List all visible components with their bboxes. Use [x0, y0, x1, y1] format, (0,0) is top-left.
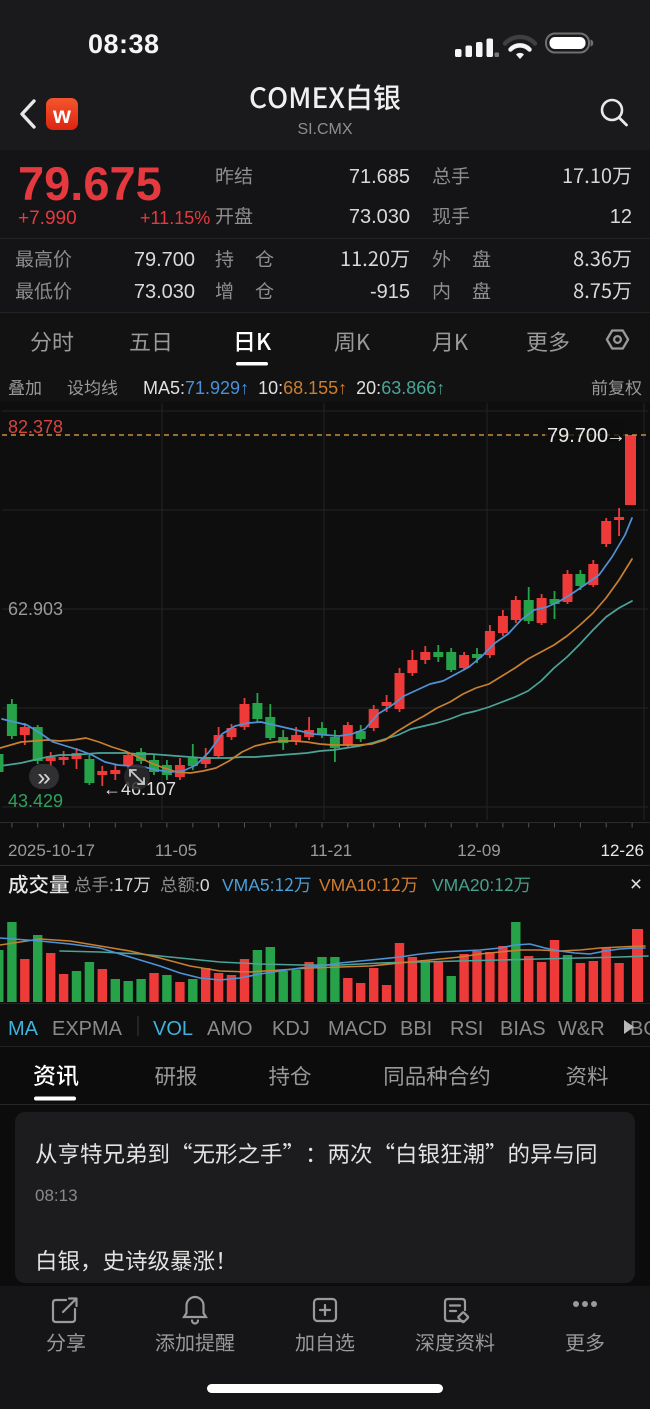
svg-text:VMA20:: VMA20:	[432, 875, 494, 895]
svg-text:08:38: 08:38	[88, 29, 160, 59]
svg-text:↑: ↑	[338, 378, 347, 398]
svg-text:MA: MA	[8, 1018, 39, 1040]
svg-text:12-26: 12-26	[601, 841, 644, 860]
svg-text:+11.15%: +11.15%	[140, 208, 210, 228]
svg-text:71.685: 71.685	[349, 166, 410, 188]
svg-text:↑: ↑	[436, 378, 445, 398]
svg-text:AMO: AMO	[207, 1018, 253, 1040]
svg-text:20:: 20:	[356, 378, 381, 398]
svg-text:BBI: BBI	[400, 1018, 432, 1040]
svg-text:68.155: 68.155	[283, 378, 338, 398]
svg-text:08:13: 08:13	[35, 1186, 78, 1205]
svg-text:12: 12	[610, 206, 632, 228]
svg-text:2025-10-17: 2025-10-17	[8, 841, 95, 860]
svg-text:×: ×	[630, 873, 642, 896]
svg-text:10:: 10:	[258, 378, 283, 398]
svg-text:73.030: 73.030	[349, 206, 410, 228]
svg-text:SI.CMX: SI.CMX	[297, 121, 352, 138]
svg-text:+7.990: +7.990	[18, 208, 77, 229]
svg-text:MACD: MACD	[328, 1018, 387, 1040]
svg-text:43.429: 43.429	[8, 791, 63, 811]
svg-text:0: 0	[200, 875, 210, 895]
svg-text:63.866: 63.866	[381, 378, 436, 398]
svg-text:VMA5:: VMA5:	[222, 875, 275, 895]
svg-text:VMA10:: VMA10:	[319, 875, 381, 895]
svg-text:82.378: 82.378	[8, 417, 63, 437]
svg-text:BIAS: BIAS	[500, 1018, 546, 1040]
svg-text:79.675: 79.675	[18, 157, 162, 210]
svg-text:73.030: 73.030	[134, 281, 195, 303]
svg-text:w: w	[52, 102, 71, 128]
svg-text:→: →	[606, 425, 626, 447]
svg-text:79.700: 79.700	[134, 249, 195, 271]
svg-text:W&R: W&R	[558, 1018, 605, 1040]
svg-text:12-09: 12-09	[457, 841, 500, 860]
svg-text:79.700: 79.700	[547, 425, 608, 447]
svg-text:71.929: 71.929	[185, 378, 240, 398]
svg-text:BO: BO	[630, 1018, 650, 1040]
svg-text:11-05: 11-05	[155, 841, 197, 860]
svg-text:EXPMA: EXPMA	[52, 1018, 123, 1040]
svg-text:MA5:: MA5:	[143, 378, 185, 398]
svg-text:11-21: 11-21	[310, 841, 352, 860]
svg-text:←: ←	[103, 779, 121, 799]
svg-text:VOL: VOL	[153, 1018, 193, 1040]
svg-text:»: »	[37, 764, 50, 791]
svg-text:KDJ: KDJ	[272, 1018, 310, 1040]
svg-text:62.903: 62.903	[8, 599, 63, 619]
svg-text:↑: ↑	[240, 378, 249, 398]
svg-text:-915: -915	[370, 281, 410, 303]
svg-text:RSI: RSI	[450, 1018, 483, 1040]
